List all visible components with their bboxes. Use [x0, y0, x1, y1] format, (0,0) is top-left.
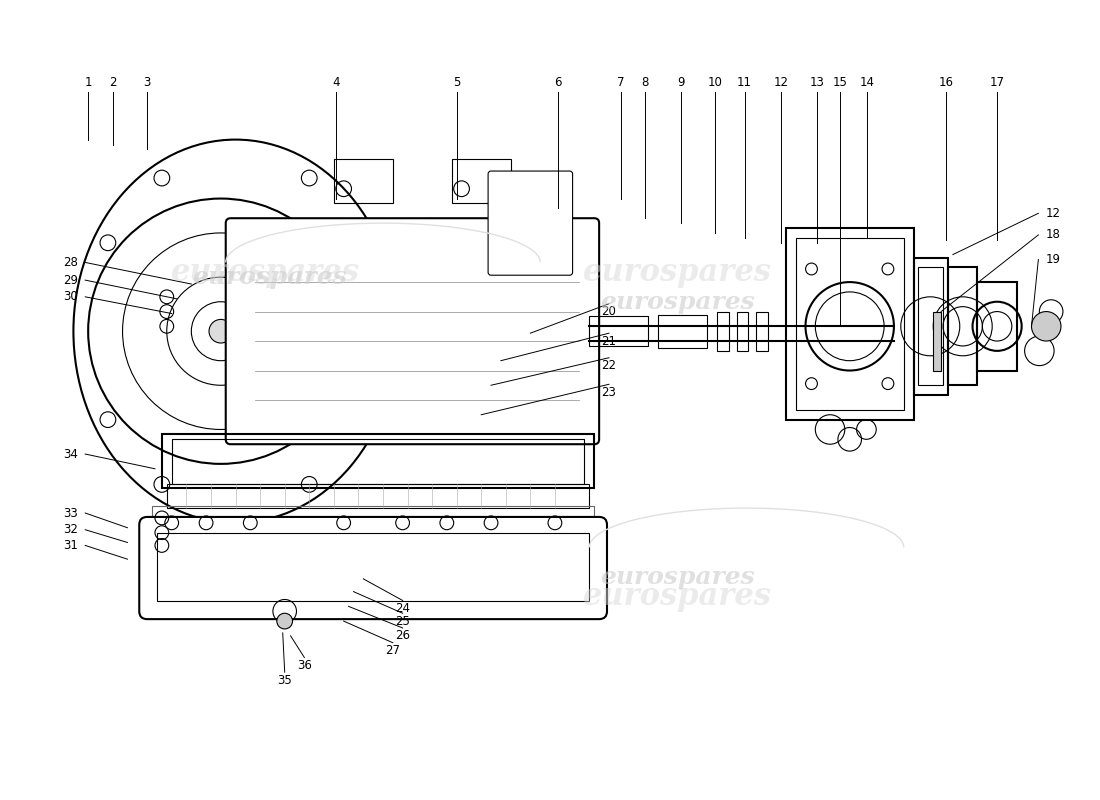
Text: 10: 10 [707, 76, 723, 89]
Text: 35: 35 [277, 674, 293, 686]
Bar [737, 311, 748, 351]
Bar [948, 267, 978, 386]
Text: eurospares: eurospares [192, 265, 348, 289]
Bar [918, 267, 943, 386]
Bar [757, 311, 768, 351]
Bar [658, 314, 707, 348]
FancyBboxPatch shape [488, 171, 573, 275]
Text: 33: 33 [63, 506, 78, 519]
Text: 4: 4 [332, 76, 340, 89]
Bar [162, 434, 594, 489]
FancyBboxPatch shape [226, 218, 600, 444]
Text: 23: 23 [602, 386, 616, 398]
Text: eurospares: eurospares [583, 581, 772, 612]
Bar [933, 311, 942, 370]
Text: 36: 36 [297, 659, 311, 672]
Text: 27: 27 [385, 644, 400, 657]
Bar [333, 159, 393, 203]
Bar [452, 159, 510, 203]
Text: 30: 30 [63, 290, 78, 303]
Text: eurospares: eurospares [170, 257, 360, 288]
Text: 6: 6 [554, 76, 562, 89]
Bar [157, 533, 590, 602]
Text: 13: 13 [810, 76, 825, 89]
FancyBboxPatch shape [140, 517, 607, 619]
Text: 9: 9 [676, 76, 684, 89]
Text: eurospares: eurospares [583, 257, 772, 288]
Text: 17: 17 [990, 76, 1004, 89]
Text: 2: 2 [109, 76, 117, 89]
Text: 32: 32 [63, 523, 78, 536]
Bar [152, 506, 594, 528]
Bar [172, 439, 584, 483]
Text: eurospares: eurospares [601, 290, 755, 314]
Text: 12: 12 [773, 76, 789, 89]
Text: 19: 19 [1046, 253, 1060, 266]
Text: eurospares: eurospares [601, 565, 755, 589]
Circle shape [1032, 311, 1062, 341]
Text: 24: 24 [395, 602, 410, 615]
Text: 7: 7 [617, 76, 625, 89]
Bar [914, 258, 948, 395]
Text: 3: 3 [143, 76, 151, 89]
Text: 29: 29 [63, 274, 78, 286]
Ellipse shape [74, 140, 398, 523]
Bar [795, 238, 904, 410]
Text: 12: 12 [1046, 206, 1060, 220]
Circle shape [277, 614, 293, 629]
Text: 28: 28 [63, 256, 78, 269]
Text: 31: 31 [63, 539, 78, 552]
Text: 15: 15 [833, 76, 847, 89]
Circle shape [209, 319, 232, 343]
Text: 21: 21 [602, 334, 616, 347]
Text: 20: 20 [602, 305, 616, 318]
Text: 5: 5 [453, 76, 460, 89]
Bar [785, 228, 914, 420]
Text: 26: 26 [395, 630, 410, 642]
Text: 16: 16 [938, 76, 954, 89]
Text: 22: 22 [602, 359, 616, 372]
Text: 34: 34 [63, 447, 78, 461]
Text: 14: 14 [860, 76, 875, 89]
Bar [978, 282, 1016, 370]
Bar [167, 483, 590, 508]
Text: 11: 11 [737, 76, 752, 89]
Text: 18: 18 [1046, 229, 1060, 242]
Bar [717, 311, 729, 351]
Bar [590, 317, 648, 346]
Text: 8: 8 [641, 76, 649, 89]
Text: 1: 1 [85, 76, 92, 89]
Text: 25: 25 [395, 614, 410, 627]
